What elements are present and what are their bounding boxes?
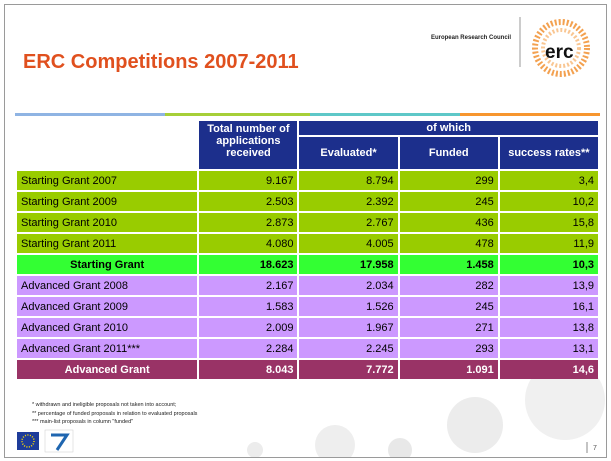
cell: 436 — [399, 213, 498, 232]
subheader-row: Evaluated* Funded success rates** — [17, 137, 598, 169]
footnotes: * withdrawn and ineligible proposals not… — [32, 401, 197, 427]
cell: 4.005 — [299, 234, 398, 253]
bubble — [525, 360, 605, 440]
slide-title: ERC Competitions 2007-2011 — [23, 51, 299, 73]
cell: 478 — [399, 234, 498, 253]
group-header: of which — [299, 121, 598, 135]
cell: 2.284 — [199, 339, 298, 358]
cell: 293 — [399, 339, 498, 358]
row-label: Advanced Grant 2008 — [17, 276, 198, 295]
cell: 2.167 — [199, 276, 298, 295]
table-row: Starting Grant 18.623 17.958 1.458 10,3 — [17, 255, 598, 274]
cell: 18.623 — [199, 255, 298, 274]
data-table: Total number of applications received of… — [15, 119, 600, 381]
cell: 13,9 — [499, 276, 598, 295]
cell: 2.503 — [199, 192, 298, 211]
stripe — [165, 113, 310, 116]
footnote: *** main-list proposals in column "funde… — [32, 419, 134, 425]
column-header: Funded — [399, 137, 498, 169]
cell: 13,8 — [499, 318, 598, 337]
logo-text: erc — [545, 42, 574, 63]
table-row: Starting Grant 2010 2.873 2.767 436 15,8 — [17, 213, 598, 232]
cell: 1.458 — [399, 255, 498, 274]
cell: 2.009 — [199, 318, 298, 337]
bubble — [388, 438, 412, 457]
slide-frame: ERC Competitions 2007-2011 European Rese… — [4, 4, 607, 458]
bubble — [247, 442, 263, 457]
header-row: Total number of applications received of… — [17, 121, 598, 169]
cell: 8.043 — [199, 360, 298, 379]
row-label: Advanced Grant 2009 — [17, 297, 198, 316]
cell: 7.772 — [299, 360, 398, 379]
table-row: Advanced Grant 2010 2.009 1.967 271 13,8 — [17, 318, 598, 337]
table-row: Advanced Grant 2008 2.167 2.034 282 13,9 — [17, 276, 598, 295]
cell: 1.526 — [299, 297, 398, 316]
row-label: Starting Grant 2009 — [17, 192, 198, 211]
cell: 299 — [399, 171, 498, 190]
table-row: Advanced Grant 8.043 7.772 1.091 14,6 — [17, 360, 598, 379]
cell: 245 — [399, 192, 498, 211]
page-number: 7 — [593, 445, 597, 452]
cell: 17.958 — [299, 255, 398, 274]
row-label: Advanced Grant 2010 — [17, 318, 198, 337]
row-label: Starting Grant 2011 — [17, 234, 198, 253]
table-body: Starting Grant 2007 9.167 8.794 299 3,4 Start… — [17, 171, 598, 379]
footnote: * withdrawn and ineligible proposals not… — [32, 402, 177, 408]
cell: 282 — [399, 276, 498, 295]
eu-flag — [17, 432, 39, 450]
cell: 4.080 — [199, 234, 298, 253]
decoration — [15, 17, 605, 457]
cell: 2.245 — [299, 339, 398, 358]
cell: 2.767 — [299, 213, 398, 232]
row-label: Advanced Grant — [17, 360, 198, 379]
table-row: Starting Grant 2007 9.167 8.794 299 3,4 — [17, 171, 598, 190]
table-row: Advanced Grant 2011*** 2.284 2.245 293 13,1 — [17, 339, 598, 358]
cell: 1.583 — [199, 297, 298, 316]
cell: 2.034 — [299, 276, 398, 295]
cell: 16,1 — [499, 297, 598, 316]
cell: 10,2 — [499, 192, 598, 211]
stripe — [310, 113, 460, 116]
stripe — [15, 113, 165, 116]
row-label: Starting Grant 2010 — [17, 213, 198, 232]
cell: 10,3 — [499, 255, 598, 274]
cell: 1.091 — [399, 360, 498, 379]
stripe — [460, 113, 600, 116]
cell: 15,8 — [499, 213, 598, 232]
total-header: Total number of applications received — [199, 121, 298, 169]
cell: 14,6 — [499, 360, 598, 379]
empty-header — [17, 121, 198, 169]
table-row: Starting Grant 2009 2.503 2.392 245 10,2 — [17, 192, 598, 211]
cell: 8.794 — [299, 171, 398, 190]
row-label: Starting Grant — [17, 255, 198, 274]
row-label: Starting Grant 2007 — [17, 171, 198, 190]
cell: 2.873 — [199, 213, 298, 232]
table-row: Starting Grant 2011 4.080 4.005 478 11,9 — [17, 234, 598, 253]
org-name: European Research Council — [430, 35, 511, 41]
cell: 13,1 — [499, 339, 598, 358]
column-header: Evaluated* — [299, 137, 398, 169]
cell: 1.967 — [299, 318, 398, 337]
cell: 9.167 — [199, 171, 298, 190]
footnote: ** percentage of funded proposals in rel… — [32, 410, 198, 417]
erc-logo — [532, 19, 590, 77]
cell: 2.392 — [299, 192, 398, 211]
fp7-logo — [44, 429, 74, 453]
row-label: Advanced Grant 2011*** — [17, 339, 198, 358]
cell: 3,4 — [499, 171, 598, 190]
bubble — [315, 425, 355, 457]
cell: 11,9 — [499, 234, 598, 253]
table-row: Advanced Grant 2009 1.583 1.526 245 16,1 — [17, 297, 598, 316]
bubble — [447, 397, 503, 453]
cell: 245 — [399, 297, 498, 316]
cell: 271 — [399, 318, 498, 337]
column-header: success rates** — [499, 137, 598, 169]
